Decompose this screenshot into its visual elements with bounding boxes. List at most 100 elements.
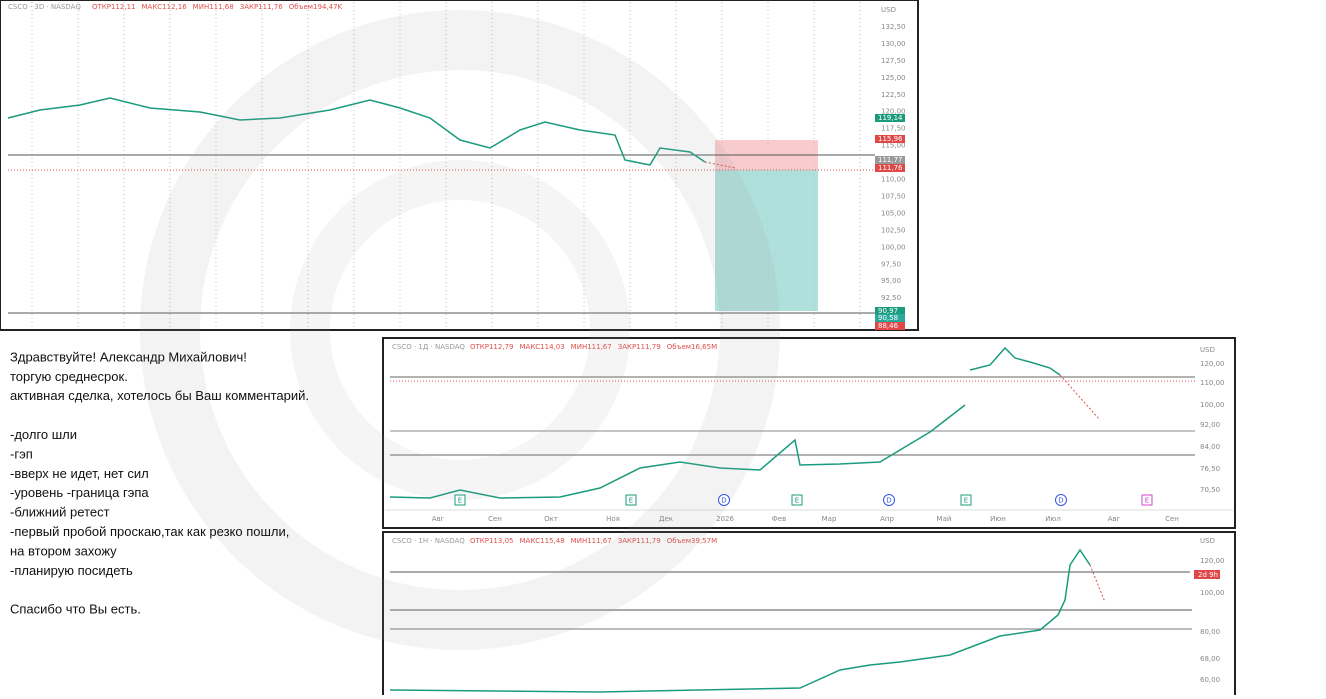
- price-label: 110,00: [1200, 379, 1225, 387]
- price-trace: [389, 548, 1091, 693]
- price-badge-text: 111,76: [878, 164, 903, 172]
- price-label: 110,00: [881, 176, 906, 184]
- price-label: 100,00: [1200, 589, 1225, 597]
- currency-label: USD: [1200, 537, 1215, 545]
- month-label: Май: [937, 515, 952, 523]
- ohlc-value: ОТКР113,05: [470, 537, 513, 545]
- watermark: [140, 10, 780, 650]
- chart-header: CSCO · 1Н · NASDAQ: [392, 537, 465, 545]
- month-label: Сен: [488, 515, 502, 523]
- message-line: Здравствуйте! Александр Михайлович!: [10, 349, 247, 364]
- message-line: -уровень -граница гэпа: [10, 485, 149, 500]
- price-label: 125,00: [881, 74, 906, 82]
- price-badge-text: 115,96: [878, 135, 903, 143]
- ohlc-value: ЗАКР111,76: [240, 3, 284, 11]
- message: Здравствуйте! Александр Михайлович! торгу…: [10, 349, 309, 616]
- price-label: 92,50: [881, 294, 901, 302]
- price-badge-text: 119,14: [878, 114, 903, 122]
- chart-header: CSCO · 1Д · NASDAQ: [392, 343, 465, 351]
- price-trace: [7, 97, 706, 166]
- message-line: -планирую посидеть: [10, 563, 133, 578]
- price-label: 132,50: [881, 23, 906, 31]
- watermark: [290, 160, 630, 500]
- event-letter: D: [1058, 497, 1063, 505]
- message-line: -ближний ретест: [10, 505, 110, 520]
- price-label: 80,00: [1200, 628, 1220, 636]
- event-icon: [883, 494, 895, 506]
- message-line: -первый пробой проскаю,так как резко пош…: [10, 524, 289, 539]
- ohlc: ОТКР112,79 МАКС114,03 МИН111,67 ЗАКР111,79 О…: [470, 343, 717, 351]
- price-label: 95,00: [881, 277, 901, 285]
- month-label: Авг: [432, 515, 445, 523]
- event-letter: E: [458, 497, 462, 505]
- ohlc: ОТКР113,05 МАКС115,48 МИН111,67 ЗАКР111,79 О…: [470, 537, 717, 545]
- month-label: Июл: [1045, 515, 1061, 523]
- price-label: 102,50: [881, 226, 906, 234]
- event-icon: [1055, 494, 1067, 506]
- ohlc-value: МАКС115,48: [519, 537, 564, 545]
- target-zone: [715, 170, 818, 311]
- price-badge: [875, 164, 905, 172]
- price-label: 130,00: [881, 40, 906, 48]
- month-label: Фев: [772, 515, 786, 523]
- event-letter: D: [721, 497, 726, 505]
- ohlc-value: МИН111,67: [571, 343, 612, 351]
- price-label: 122,50: [881, 91, 906, 99]
- timer-badge: [1194, 570, 1220, 579]
- price-label: 117,50: [881, 125, 906, 133]
- message-line: на втором захожу: [10, 543, 117, 558]
- currency-label: USD: [1200, 346, 1215, 354]
- month-label: Сен: [1165, 515, 1179, 523]
- price-label: 107,50: [881, 192, 906, 200]
- ohlc-value: ЗАКР111,79: [618, 343, 661, 351]
- price-label: 120,00: [1200, 557, 1225, 565]
- price-label: 105,00: [881, 209, 906, 217]
- message-line: торгую среднесрок.: [10, 369, 128, 384]
- price-label: 97,50: [881, 260, 901, 268]
- event-letter: E: [964, 497, 968, 505]
- month-label: 2026: [716, 515, 734, 523]
- ohlc-value: ЗАКР111,79: [618, 537, 661, 545]
- event-letter: E: [629, 497, 633, 505]
- timer-badge-text: 2d 9h: [1198, 571, 1218, 579]
- event-icon: [454, 494, 466, 506]
- price-badge: [875, 135, 905, 143]
- event-letter: D: [886, 497, 891, 505]
- price-badge-text: 90,97: [878, 307, 898, 315]
- ohlc-value: Объем16,65M: [667, 343, 717, 351]
- month-label: Мар: [822, 515, 837, 523]
- message-line: Спасибо что Вы есть.: [10, 602, 141, 617]
- price-label: 60,00: [1200, 676, 1220, 684]
- ohlc-value: МАКС112,16: [141, 3, 187, 11]
- price-badge-text: 90,58: [878, 314, 898, 322]
- month-label: Апр: [880, 515, 894, 523]
- price-label: 120,00: [1200, 360, 1225, 368]
- message-line: -вверх не идет, нет сил: [10, 466, 149, 481]
- price-badge-text: 111,77: [878, 156, 903, 164]
- event-icon: [960, 494, 972, 506]
- month-label: Ноя: [606, 515, 620, 523]
- price-badge-text: 88,46: [878, 322, 899, 330]
- price-badge: [875, 314, 905, 322]
- price-label: 92,00: [1200, 421, 1220, 429]
- ohlc-value: МИН111,68: [193, 3, 234, 11]
- price-label: 100,00: [881, 243, 906, 251]
- message-line: активная сделка, хотелось бы Ваш коммент…: [10, 388, 309, 403]
- chart-frame: [382, 337, 1236, 529]
- month-label: Авг: [1108, 515, 1121, 523]
- chart-frame: [382, 531, 1236, 699]
- chart-header: CSCO · 3D · NASDAQ: [8, 3, 81, 11]
- price-label: 76,50: [1200, 465, 1220, 473]
- price-label: 84,00: [1200, 443, 1220, 451]
- price-label: 115,00: [881, 142, 906, 150]
- message-line: -гэп: [10, 446, 33, 461]
- ohlc-value: МАКС114,03: [519, 343, 564, 351]
- month-label: Окт: [544, 515, 558, 523]
- price-label: 100,00: [1200, 401, 1225, 409]
- ohlc-value: Объем39,57M: [667, 537, 717, 545]
- month-label: Дек: [659, 515, 673, 523]
- event-icon: [1141, 494, 1153, 506]
- ohlc: ОТКР112,11 МАКС112,16 МИН111,68 ЗАКР111,76 О…: [92, 3, 343, 11]
- price-badge: [875, 307, 905, 315]
